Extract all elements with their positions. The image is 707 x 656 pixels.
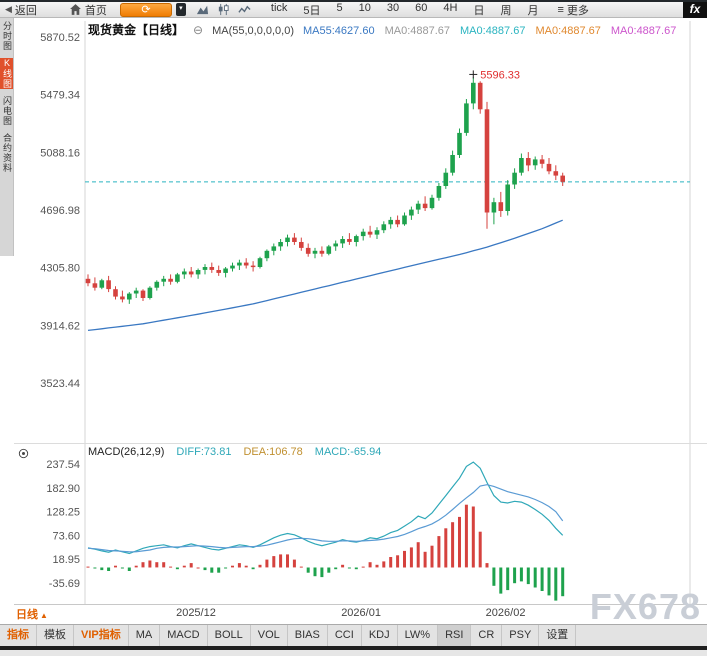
period-button-5[interactable]: 5: [336, 1, 343, 14]
macd-axis-tick: 18.95: [52, 554, 80, 566]
period-button-tick[interactable]: tick: [270, 1, 288, 14]
tab-MA[interactable]: MA: [129, 625, 161, 646]
x-axis-date: 2026/02: [485, 607, 526, 619]
macd-axis-tick: 182.90: [46, 483, 80, 495]
dea-line: [87, 484, 564, 553]
instrument-title: 现货黄金【日线】: [88, 23, 185, 37]
price-axis-tick: 4696.98: [40, 205, 80, 217]
toolbar: ◀ 返回 首页 ⟳ ▾ tick 5日 5 10 30 60 4H 日 周 月 ≡ 更多: [0, 0, 707, 18]
ma-param-label: MA(55,0,0,0,0,0): [212, 25, 295, 37]
home-icon: [70, 4, 81, 15]
period-button-5日[interactable]: 5日: [303, 4, 321, 17]
dea-value: DEA:106.78: [243, 446, 303, 458]
macd-axis-tick: 237.54: [46, 459, 80, 471]
tab-设置[interactable]: 设置: [539, 625, 577, 646]
candlestick-series: [85, 77, 565, 304]
ma-value: MA55:4627.60: [303, 25, 375, 37]
price-axis-tick: 4305.80: [40, 263, 80, 275]
diff-value: DIFF:73.81: [176, 446, 232, 458]
price-axis-tick: 3914.62: [40, 320, 80, 332]
fx-logo: fx: [683, 1, 707, 18]
ma-values: MA55:4627.60 MA0:4887.67 MA0:4887.67 MA0:48…: [303, 25, 676, 37]
watermark: FX678: [589, 586, 701, 627]
tab-BIAS[interactable]: BIAS: [288, 625, 328, 646]
period-button-60[interactable]: 60: [415, 1, 428, 14]
x-axis-date: 2025/12: [176, 607, 216, 619]
sidebar-item-K线图[interactable]: K线图: [0, 58, 13, 89]
tab-CCI[interactable]: CCI: [328, 625, 362, 646]
line-chart-icon[interactable]: [238, 3, 251, 16]
peak-price-label: 5596.33: [480, 69, 520, 81]
home-button[interactable]: 首页: [64, 2, 112, 18]
ma-value: MA0:4887.67: [535, 25, 601, 37]
tab-KDJ[interactable]: KDJ: [362, 625, 398, 646]
ma-value: MA0:4887.67: [610, 25, 677, 37]
area-chart-icon[interactable]: [196, 3, 209, 16]
tab-PSY[interactable]: PSY: [502, 625, 540, 646]
timeframe-label[interactable]: 日线 ▲: [16, 606, 48, 622]
macd-header: MACD(26,12,9) DIFF:73.81 DEA:106.78 MACD…: [88, 446, 381, 458]
period-buttons: tick 5日 5 10 30 60 4H 日 周 月: [271, 2, 539, 18]
period-button-周[interactable]: 周: [500, 4, 512, 17]
macd-axis-tick: 73.60: [52, 530, 80, 542]
tab-LW%[interactable]: LW%: [398, 625, 439, 646]
price-axis-tick: 3523.44: [40, 378, 80, 390]
ma-value: MA0:4887.67: [460, 25, 526, 37]
collapse-icon[interactable]: ⊖: [193, 23, 204, 37]
sidebar-item-分时图[interactable]: 分时图: [2, 21, 12, 51]
tab-MACD[interactable]: MACD: [160, 625, 208, 646]
period-button-30[interactable]: 30: [386, 1, 400, 14]
home-label: 首页: [84, 4, 107, 17]
price-axis-tick: 5088.16: [40, 147, 80, 159]
macd-histogram: [86, 504, 565, 601]
period-button-月[interactable]: 月: [527, 4, 539, 17]
crosshair-icon[interactable]: [17, 447, 30, 460]
window-bottom-edge: [0, 646, 707, 656]
candlestick-chart-icon[interactable]: [217, 3, 230, 16]
period-button-日[interactable]: 日: [473, 4, 485, 17]
period-button-10[interactable]: 10: [358, 1, 371, 14]
diff-line: [87, 461, 564, 555]
dropdown-button[interactable]: ▾: [175, 3, 186, 16]
more-label: 更多: [566, 4, 589, 17]
tab-VIP指标[interactable]: VIP指标: [74, 625, 129, 646]
tab-RSI[interactable]: RSI: [438, 625, 472, 646]
tab-模板[interactable]: 模板: [37, 625, 74, 646]
x-axis: 日线 ▲ 2025/12 2026/01 2026/02: [0, 606, 707, 622]
sidebar: 分时图 K线图闪电图合约资料: [0, 18, 14, 256]
more-button[interactable]: ≡ 更多: [552, 2, 593, 18]
macd-axis-tick: 128.25: [46, 507, 80, 519]
indicator-tabbar: 指标 模板 VIP指标 MA MACD BOLL VOL BIAS CCI KDJ LW% RSI CR…: [0, 624, 707, 646]
tab-BOLL[interactable]: BOLL: [208, 625, 251, 646]
tab-VOL[interactable]: VOL: [251, 625, 288, 646]
refresh-icon: ⟳: [141, 3, 151, 16]
macd-param-label: MACD(26,12,9): [88, 446, 165, 458]
back-label: 返回: [14, 4, 37, 17]
menu-icon: ≡: [557, 3, 564, 16]
timeframe-text: 日线: [16, 609, 38, 621]
chart-header: 现货黄金【日线】 ⊖ MA(55,0,0,0,0,0) MA55:4627.60…: [88, 21, 676, 38]
ma55-line: [87, 219, 563, 332]
triangle-up-icon: ▲: [40, 611, 48, 620]
macd-value: MACD:-65.94: [314, 446, 382, 458]
price-axis-tick: 5479.34: [40, 90, 80, 102]
tab-指标[interactable]: 指标: [0, 625, 37, 646]
chevron-down-icon: ▾: [179, 5, 183, 12]
back-icon: ◀: [5, 4, 12, 14]
ma-value: MA0:4887.67: [384, 25, 451, 37]
macd-axis-tick: -35.69: [49, 578, 80, 590]
refresh-button[interactable]: ⟳: [119, 2, 172, 17]
x-axis-date: 2026/01: [341, 607, 381, 619]
price-axis-tick: 5870.52: [40, 32, 80, 44]
sidebar-item-合约资料[interactable]: 合约资料: [2, 133, 12, 173]
period-button-4H[interactable]: 4H: [443, 1, 458, 14]
sidebar-item-闪电图[interactable]: 闪电图: [2, 96, 12, 126]
tab-CR[interactable]: CR: [471, 625, 503, 646]
back-button[interactable]: ◀ 返回: [0, 2, 42, 18]
